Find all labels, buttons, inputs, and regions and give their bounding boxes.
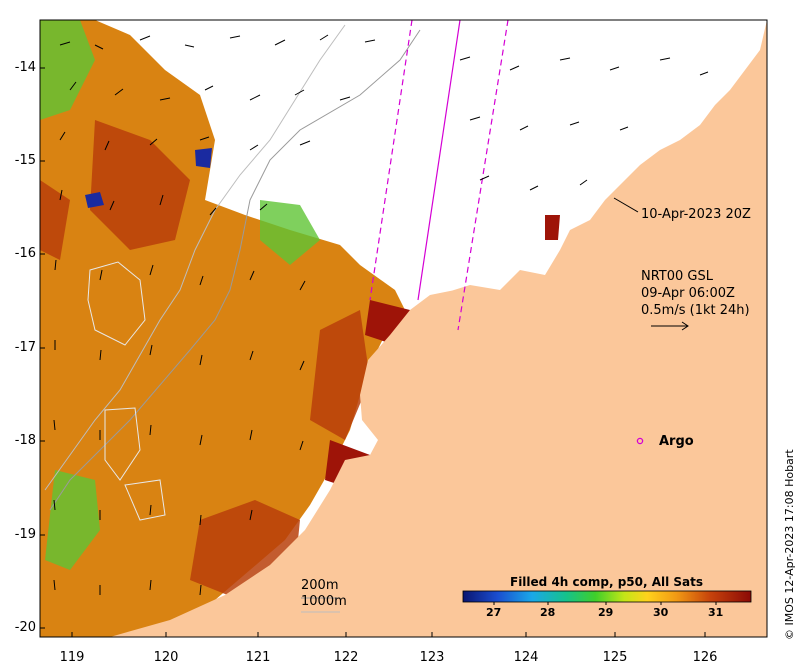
y-tick: -14	[14, 60, 36, 75]
contour-1000m-label: 1000m	[301, 594, 347, 609]
sst-cold-patch	[85, 148, 212, 208]
current-vectors	[53, 34, 709, 596]
x-tick: 121	[245, 650, 271, 665]
x-tick: 119	[59, 650, 85, 665]
axis-tick-marks	[40, 67, 706, 637]
land-mass	[110, 20, 767, 637]
contour-200m	[49, 29, 421, 511]
y-tick: -15	[14, 153, 36, 168]
contour-1000m	[44, 24, 346, 491]
ridge-outline	[87, 261, 166, 521]
y-tick: -17	[14, 340, 36, 355]
scale-arrow	[651, 321, 689, 331]
x-tick: 125	[602, 650, 628, 665]
sst-warm-patch	[40, 120, 370, 600]
colorbar-tick: 30	[653, 606, 669, 619]
colorbar-tick: 27	[486, 606, 502, 619]
x-tick: 126	[692, 650, 718, 665]
sst-cool-patch	[40, 20, 320, 570]
track-center	[417, 20, 461, 301]
y-tick: -16	[14, 246, 36, 261]
model-name: NRT00 GSL	[641, 269, 713, 284]
colorbar-ticks	[493, 602, 717, 605]
vector-scale-label: 0.5m/s (1kt 24h)	[641, 303, 750, 318]
track-right-edge	[457, 20, 509, 331]
colorbar-title: Filled 4h comp, p50, All Sats	[510, 575, 704, 589]
y-tick: -20	[14, 620, 36, 635]
x-tick: 123	[419, 650, 445, 665]
x-tick: 124	[513, 650, 539, 665]
y-tick: -18	[14, 433, 36, 448]
y-tick: -19	[14, 527, 36, 542]
contour-200m-label: 200m	[301, 578, 339, 593]
argo-label: Argo	[659, 434, 694, 449]
x-tick: 122	[333, 650, 359, 665]
colorbar-tick: 29	[598, 606, 614, 619]
colorbar-tick: 31	[708, 606, 724, 619]
date-label: 10-Apr-2023 20Z	[641, 207, 751, 222]
credit-text: © IMOS 12-Apr-2023 17:08 Hobart	[783, 449, 796, 640]
colorbar	[462, 590, 752, 603]
colorbar-tick: 28	[540, 606, 556, 619]
date-pointer	[613, 197, 639, 213]
model-time: 09-Apr 06:00Z	[641, 286, 735, 301]
track-left-edge	[369, 20, 413, 301]
map-frame	[39, 19, 768, 638]
argo-marker	[636, 437, 644, 445]
x-tick: 120	[153, 650, 179, 665]
